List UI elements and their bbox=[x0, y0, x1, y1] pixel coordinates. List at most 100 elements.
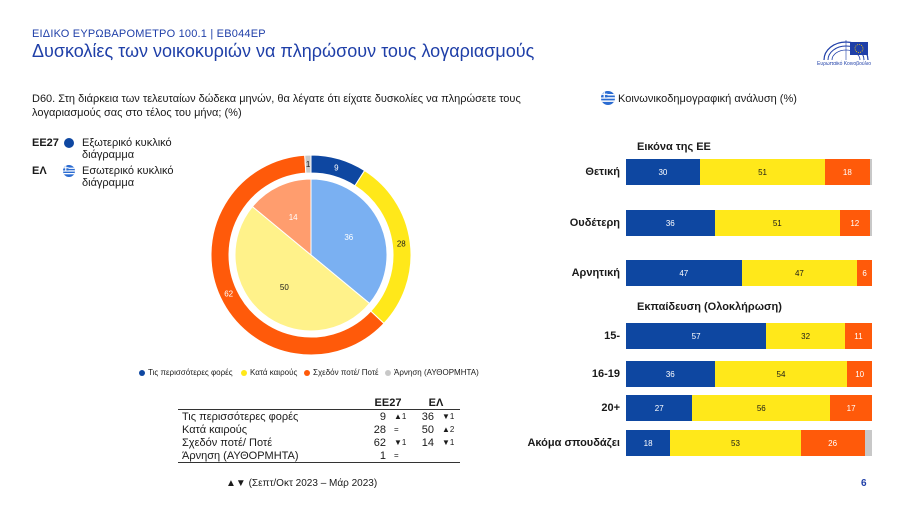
bar-row-label: 20+ bbox=[601, 402, 620, 414]
table-cell-el: 36 bbox=[421, 410, 434, 423]
legend-item-sometimes: Κατά καιρούς bbox=[241, 368, 297, 377]
table-cell-eu-change: ▼1 bbox=[394, 438, 407, 447]
table-row: Κατά καιρούς 28 = 50 ▲2 bbox=[178, 423, 460, 436]
group-title-eu-image: Εικόνα της ΕΕ bbox=[637, 141, 711, 153]
bar-segment-sometimes: 47 bbox=[741, 260, 858, 286]
inner-slice-sometimes bbox=[234, 205, 371, 332]
greek-flag-icon bbox=[601, 91, 615, 105]
table-row: Τις περισσότερες φορές 9 ▲1 36 ▼1 bbox=[178, 410, 460, 424]
group-title-education: Εκπαίδευση (Ολοκλήρωση) bbox=[637, 301, 782, 313]
table-cell-el-change: ▲2 bbox=[442, 425, 455, 434]
inner-label-most-times: 36 bbox=[344, 233, 353, 242]
table-cell-eu: 9 bbox=[379, 410, 386, 423]
legend-code-eu27: ΕΕ27 bbox=[32, 137, 59, 149]
outer-label-sometimes: 28 bbox=[397, 240, 406, 249]
greek-flag-icon bbox=[63, 165, 75, 177]
table-row-label: Άρνηση (ΑΥΘΟΡΜΗΤΑ) bbox=[182, 449, 299, 462]
table-cell-eu-change: ▲1 bbox=[394, 412, 407, 421]
legend-item-never: Σχεδόν ποτέ/ Ποτέ bbox=[304, 368, 379, 377]
bar-segment-refusal bbox=[869, 210, 872, 236]
legend-item-refusal: Άρνηση (ΑΥΘΟΡΜΗΤΑ) bbox=[385, 368, 479, 377]
outer-slice-refusal bbox=[304, 154, 312, 174]
table-cell-el-change: ▼1 bbox=[442, 438, 455, 447]
table-cell-el: 50 bbox=[421, 423, 434, 436]
footnote: ▲▼ (Σεπτ/Οκτ 2023 – Μάρ 2023) bbox=[226, 478, 378, 489]
inner-slice-never bbox=[251, 178, 312, 257]
bar-segment-refusal bbox=[864, 430, 872, 456]
table-header-eu27: ΕΕ27 bbox=[374, 396, 402, 409]
bar-row-label: Ουδέτερη bbox=[569, 217, 620, 229]
table-cell-eu: 28 bbox=[373, 423, 386, 436]
bar-segment-most-times: 30 bbox=[626, 159, 700, 185]
bar-segment-never: 12 bbox=[840, 210, 870, 236]
socio-analysis-title: Κοινωνικοδημογραφική ανάλυση (%) bbox=[618, 93, 797, 105]
inner-label-never: 14 bbox=[289, 213, 298, 222]
bar-segment-never: 11 bbox=[844, 323, 872, 349]
bar-row-label: 16-19 bbox=[591, 368, 620, 380]
legend-dot-orange bbox=[304, 369, 310, 376]
bar-segment-most-times: 36 bbox=[626, 361, 715, 387]
legend-item-most-times: Τις περισσότερες φορές bbox=[139, 368, 233, 377]
table-header-row: ΕΕ27 ΕΛ bbox=[178, 396, 460, 410]
bar-segment-sometimes: 53 bbox=[670, 430, 801, 456]
bar-row-label: 15- bbox=[604, 330, 620, 342]
legend-code-el: ΕΛ bbox=[32, 165, 47, 177]
bar-segment-most-times: 27 bbox=[626, 395, 693, 421]
table-row-label: Κατά καιρούς bbox=[182, 423, 248, 436]
bar-segment-sometimes: 51 bbox=[714, 210, 840, 236]
bar-segment-sometimes: 51 bbox=[699, 159, 826, 185]
bar-segment-never: 17 bbox=[830, 395, 872, 421]
bar-row-label: Θετική bbox=[585, 166, 620, 178]
bar-segment-sometimes: 54 bbox=[714, 361, 848, 387]
table-cell-eu: 1 bbox=[379, 449, 386, 462]
eu-dot-icon bbox=[64, 138, 74, 148]
legend-label: Σχεδόν ποτέ/ Ποτέ bbox=[313, 368, 379, 377]
bar-segment-never: 26 bbox=[800, 430, 865, 456]
bar-segment-most-times: 57 bbox=[626, 323, 767, 349]
table-row-label: Τις περισσότερες φορές bbox=[182, 410, 299, 423]
bar-segment-never: 10 bbox=[847, 361, 872, 387]
bar-segment-sometimes: 56 bbox=[692, 395, 831, 421]
legend-dot-grey bbox=[385, 369, 391, 376]
table-row-label: Σχεδόν ποτέ/ Ποτέ bbox=[182, 436, 273, 449]
outer-label-never: 62 bbox=[224, 290, 233, 299]
outer-label-most-times: 9 bbox=[334, 164, 339, 173]
table-cell-el-change: ▼1 bbox=[442, 412, 455, 421]
legend-outer-ring: Εξωτερικό κυκλικό διάγραμμα bbox=[82, 137, 172, 161]
table-cell-eu-change: = bbox=[394, 451, 399, 460]
table-cell-el-change bbox=[438, 449, 460, 463]
comparison-table: ΕΕ27 ΕΛ Τις περισσότερες φορές 9 ▲1 36 ▼… bbox=[178, 396, 460, 463]
bar-segment-most-times: 47 bbox=[626, 260, 742, 286]
logo-caption: Ευρωπαϊκό Κοινοβούλιο bbox=[817, 61, 871, 67]
table-cell-el bbox=[412, 449, 438, 463]
outer-label-refusal: 1 bbox=[306, 160, 311, 169]
table-cell-eu-change: = bbox=[394, 425, 399, 434]
legend-inner-ring: Εσωτερικό κυκλικό διάγραμμα bbox=[82, 165, 174, 189]
table-cell-el: 14 bbox=[421, 436, 434, 449]
bar-segment-most-times: 36 bbox=[626, 210, 715, 236]
legend-dot-blue bbox=[139, 369, 145, 376]
bar-row-label: Ακόμα σπουδάζει bbox=[527, 437, 620, 449]
table-row: Άρνηση (ΑΥΘΟΡΜΗΤΑ) 1 = bbox=[178, 449, 460, 463]
survey-subtitle: ΕΙΔΙΚΟ ΕΥΡΩΒΑΡΟΜΕΤΡΟ 100.1 | EB044EP bbox=[32, 28, 266, 40]
inner-label-sometimes: 50 bbox=[280, 283, 289, 292]
european-parliament-logo bbox=[823, 40, 869, 61]
legend-label: Τις περισσότερες φορές bbox=[148, 368, 233, 377]
donut-chart: 9 28 62 1 36 50 14 bbox=[210, 154, 412, 356]
bar-row-label: Αρνητική bbox=[571, 267, 620, 279]
legend-label: Κατά καιρούς bbox=[250, 368, 298, 377]
question-text: D60. Στη διάρκεια των τελευταίων δώδεκα … bbox=[32, 93, 521, 119]
bar-segment-never: 6 bbox=[857, 260, 872, 286]
table-row: Σχεδόν ποτέ/ Ποτέ 62 ▼1 14 ▼1 bbox=[178, 436, 460, 449]
legend-dot-yellow bbox=[241, 369, 247, 376]
table-header-el: ΕΛ bbox=[428, 396, 444, 409]
page-number: 6 bbox=[861, 478, 867, 489]
bar-segment-sometimes: 32 bbox=[766, 323, 845, 349]
legend-label: Άρνηση (ΑΥΘΟΡΜΗΤΑ) bbox=[394, 368, 479, 377]
page-title: Δυσκολίες των νοικοκυριών να πληρώσουν τ… bbox=[32, 41, 535, 61]
bar-segment-most-times: 18 bbox=[626, 430, 671, 456]
bar-segment-refusal bbox=[869, 159, 872, 185]
bar-segment-never: 18 bbox=[825, 159, 870, 185]
inner-slice-most-times bbox=[310, 178, 388, 305]
table-cell-eu: 62 bbox=[373, 436, 386, 449]
